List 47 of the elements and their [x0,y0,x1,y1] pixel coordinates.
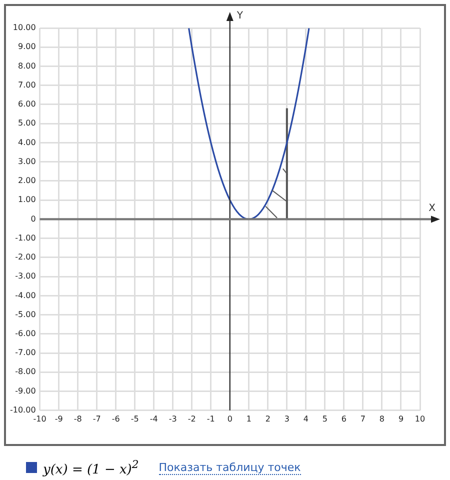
y-tick-label: -8.00 [15,367,36,376]
x-tick-label: 5 [322,414,328,424]
y-tick-label: -7.00 [15,348,36,358]
x-tick-label: -10 [33,414,46,424]
x-tick-label: 6 [341,414,347,424]
x-tick-label: 0 [227,414,232,424]
x-tick-label: -1 [206,414,215,424]
line-series [188,28,310,220]
y-tick-label: -10.00 [10,405,36,414]
y-tick-label: -6.00 [15,329,36,338]
y-tick-label: -3.00 [15,272,36,281]
x-tick-label: -8 [74,414,82,424]
y-tick-label: -1.00 [15,233,36,242]
y-tick-label: 10.00 [12,23,36,32]
y-tick-label: -4.00 [15,290,36,300]
text: Показать таблицу точек [158,460,301,475]
y-tick-label: 3.00 [18,156,36,166]
x-tick-label: -3 [168,414,177,424]
x-tick-label: 10 [414,414,426,424]
x-tick-label: 8 [379,414,385,424]
x-tick-label: -9 [54,414,63,424]
y-tick-label: 4.00 [18,138,36,147]
x-tick-label: 2 [265,414,270,424]
x-tick-label: 3 [284,414,290,424]
y-tick-label: 2.00 [18,176,36,186]
y-tick-label: 1.00 [18,195,36,204]
y-tick-label: 8.00 [18,61,36,70]
legend-label: y(x) = (1 − x)$^{2}$ [43,458,139,478]
x-tick-label: -7 [92,414,101,424]
x-tick-label: -6 [112,414,120,424]
y-tick-label: 5.00 [18,118,36,128]
x-tick-label: -2 [188,414,196,424]
y-tick-label: -2.00 [15,252,36,262]
y-axis-title: Y [236,10,244,22]
y-tick-label: 7.00 [18,80,36,90]
y-tick-label: -5.00 [15,310,36,319]
y-tick-label: 0 [30,214,36,224]
x-tick-label: 7 [360,414,366,424]
x-tick-label: -5 [130,414,139,424]
y-tick-label: -9.00 [15,386,36,396]
x-tick-label: 9 [398,414,404,424]
x-tick-label: 1 [246,414,252,424]
x-tick-label: -4 [150,414,158,424]
x-tick-label: 4 [303,414,308,424]
y-tick-label: 6.00 [18,100,36,109]
x-axis-title: X [428,202,436,214]
y-tick-label: 9.00 [18,42,36,52]
